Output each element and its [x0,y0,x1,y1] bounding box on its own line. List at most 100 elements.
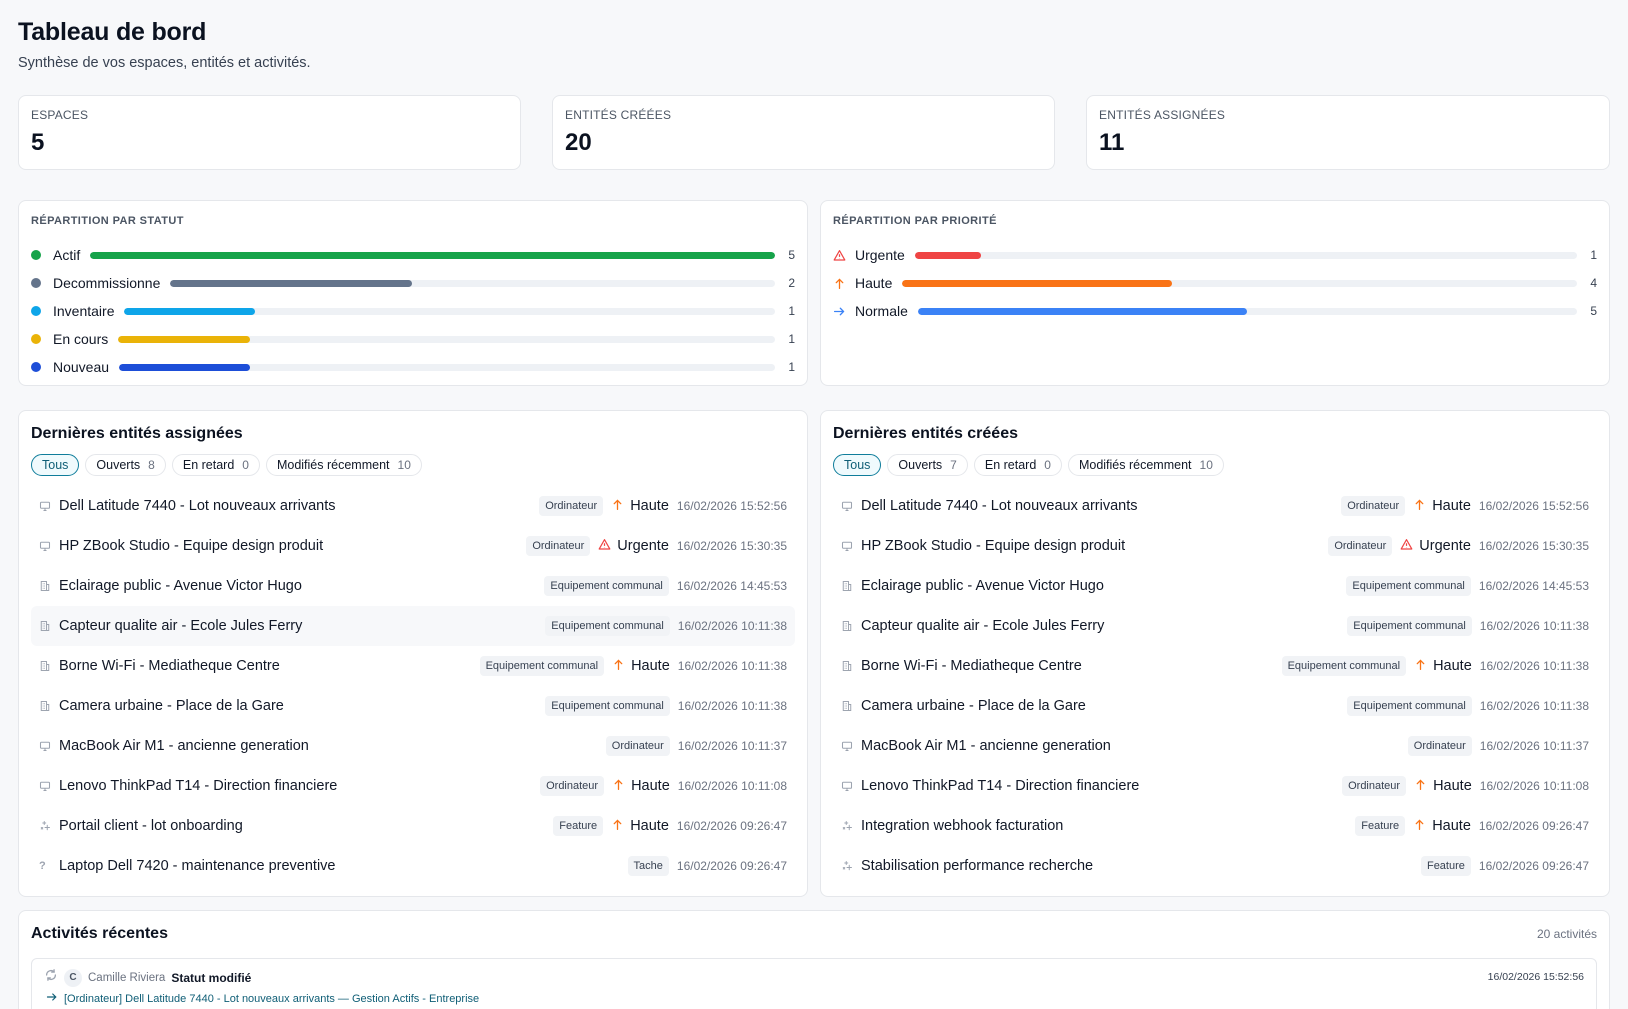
refresh-icon [44,968,58,987]
filter-chip-2[interactable]: En retard 0 [973,454,1062,476]
list-item[interactable]: Dell Latitude 7440 - Lot nouveaux arriva… [31,486,795,526]
building-icon [39,620,59,632]
filter-chip-count: 10 [1199,458,1213,472]
monitor-icon [39,500,59,512]
stat-card-entites-assignees: ENTITÉS ASSIGNÉES 11 [1086,95,1610,170]
list-item[interactable]: Capteur qualite air - Ecole Jules Ferry E… [833,606,1597,646]
distribution-count: 5 [1590,304,1597,318]
status-distribution-title: RÉPARTITION PAR STATUT [31,215,184,227]
filter-chip-3[interactable]: Modifiés récemment 10 [1067,454,1224,476]
monitor-icon [39,780,59,792]
entity-date: 16/02/2026 10:11:38 [1479,659,1589,673]
assigned-entities-card: Dernières entités assignées Tous Ouverts 8… [18,410,808,897]
distribution-bar-fill [914,251,982,259]
stat-label: ENTITÉS ASSIGNÉES [1099,108,1226,122]
list-item[interactable]: HP ZBook Studio - Equipe design produit O… [31,526,795,566]
entity-type-badge: Feature [553,816,604,836]
stat-label: ENTITÉS CRÉÉES [565,108,672,122]
assigned-filter-bar: Tous Ouverts 8 En retard 0 Modifiés récemment… [31,454,422,476]
created-entities-card: Dernières entités créées Tous Ouverts 7 En … [820,410,1610,897]
entity-title: Laptop Dell 7420 - maintenance preventiv… [59,858,336,874]
filter-chip-1[interactable]: Ouverts 8 [85,454,166,476]
filter-chip-0[interactable]: Tous [833,454,882,476]
list-item[interactable]: Stabilisation performance recherche Featu… [833,846,1597,886]
priority-label: Haute [1433,778,1472,794]
question-icon: ? [39,860,46,872]
distribution-row: Inventaire 1 [31,297,795,325]
entity-type-badge: Equipement communal [1346,576,1471,596]
entity-date: 16/02/2026 15:52:56 [1478,499,1589,513]
list-item[interactable]: Portail client - lot onboarding Feature Ha… [31,806,795,846]
list-item[interactable]: Camera urbaine - Place de la Gare Equipem… [833,686,1597,726]
list-item[interactable]: Integration webhook facturation Feature Ha… [833,806,1597,846]
recent-activity-title: Activités récentes [31,925,168,942]
entity-title: Stabilisation performance recherche [861,858,1094,874]
filter-chip-1[interactable]: Ouverts 7 [887,454,968,476]
entity-date: 16/02/2026 15:52:56 [676,499,787,513]
priority-indicator: Urgente [598,538,669,555]
distribution-label: Inventaire [53,303,115,319]
list-item[interactable]: HP ZBook Studio - Equipe design produit O… [833,526,1597,566]
entity-type-badge: Equipement communal [544,576,669,596]
list-item[interactable]: Camera urbaine - Place de la Gare Equipem… [31,686,795,726]
entity-type-badge: Feature [1355,816,1406,836]
list-item[interactable]: Eclairage public - Avenue Victor Hugo Equ… [833,566,1597,606]
list-item[interactable]: Eclairage public - Avenue Victor Hugo Equ… [31,566,795,606]
priority-indicator: Haute [611,498,669,515]
filter-chip-label: En retard [984,458,1037,472]
distribution-count: 1 [1590,248,1597,262]
filter-chip-0[interactable]: Tous [31,454,80,476]
list-item[interactable]: Lenovo ThinkPad T14 - Direction financie… [833,766,1597,806]
arrow-up-icon [611,498,624,515]
entity-type-badge: Feature [1420,856,1471,876]
activity-item[interactable]: C Camille Riviera Statut modifié 16/02/2… [31,958,1597,1009]
entity-type-badge: Ordinateur [605,736,670,756]
distribution-bar-fill [119,363,251,371]
entity-date: 16/02/2026 09:26:47 [676,859,787,873]
distribution-row: Haute 4 [833,269,1597,297]
list-item[interactable]: MacBook Air M1 - ancienne generation Ordi… [833,726,1597,766]
activity-entity-link[interactable]: [Ordinateur] Dell Latitude 7440 - Lot no… [64,992,480,1005]
arrow-up-icon [612,658,625,675]
distribution-label: Actif [53,247,81,263]
distribution-row: Normale 5 [833,297,1597,325]
entity-title: Eclairage public - Avenue Victor Hugo [861,578,1104,594]
priority-label: Haute [631,658,670,674]
list-item[interactable]: Borne Wi-Fi - Mediatheque Centre Equipeme… [31,646,795,686]
filter-chip-label: Ouverts [96,458,141,472]
arrow-up-icon [1413,498,1426,515]
distribution-bar-fill [90,251,775,259]
entity-title: Camera urbaine - Place de la Gare [59,698,284,714]
entity-title: Borne Wi-Fi - Mediatheque Centre [59,658,280,674]
list-item[interactable]: Capteur qualite air - Ecole Jules Ferry E… [31,606,795,646]
entity-title: Borne Wi-Fi - Mediatheque Centre [861,658,1082,674]
entity-title: Lenovo ThinkPad T14 - Direction financie… [59,778,338,794]
entity-date: 16/02/2026 10:11:38 [677,659,787,673]
distribution-label: En cours [53,331,109,347]
entity-type-badge: Ordinateur [540,776,605,796]
distribution-label: Nouveau [53,359,110,375]
list-item[interactable]: ? Laptop Dell 7420 - maintenance preventi… [31,846,795,886]
priority-distribution-list: Urgente 1 Haute 4 Normale 5 [833,241,1597,325]
list-item[interactable]: Lenovo ThinkPad T14 - Direction financie… [31,766,795,806]
filter-chip-3[interactable]: Modifiés récemment 10 [265,454,422,476]
entity-type-badge: Ordinateur [539,496,604,516]
entity-title: Dell Latitude 7440 - Lot nouveaux arriva… [861,498,1138,514]
priority-indicator: Haute [612,658,670,675]
page-subtitle: Synthèse de vos espaces, entités et acti… [18,55,311,71]
list-item[interactable]: Dell Latitude 7440 - Lot nouveaux arriva… [833,486,1597,526]
entity-date: 16/02/2026 10:11:37 [1479,739,1589,753]
list-item[interactable]: MacBook Air M1 - ancienne generation Ordi… [31,726,795,766]
filter-chip-label: Tous [844,458,871,472]
sparkle-icon [841,860,861,872]
priority-label: Haute [631,778,670,794]
entity-title: Camera urbaine - Place de la Gare [861,698,1086,714]
entity-type-badge: Ordinateur [1342,776,1407,796]
filter-chip-2[interactable]: En retard 0 [171,454,260,476]
assigned-entities-list: Dell Latitude 7440 - Lot nouveaux arriva… [31,486,795,886]
distribution-bar [124,307,775,315]
list-item[interactable]: Borne Wi-Fi - Mediatheque Centre Equipeme… [833,646,1597,686]
monitor-icon [841,780,861,792]
entity-date: 16/02/2026 10:11:38 [1479,699,1589,713]
distribution-bar [118,335,775,343]
